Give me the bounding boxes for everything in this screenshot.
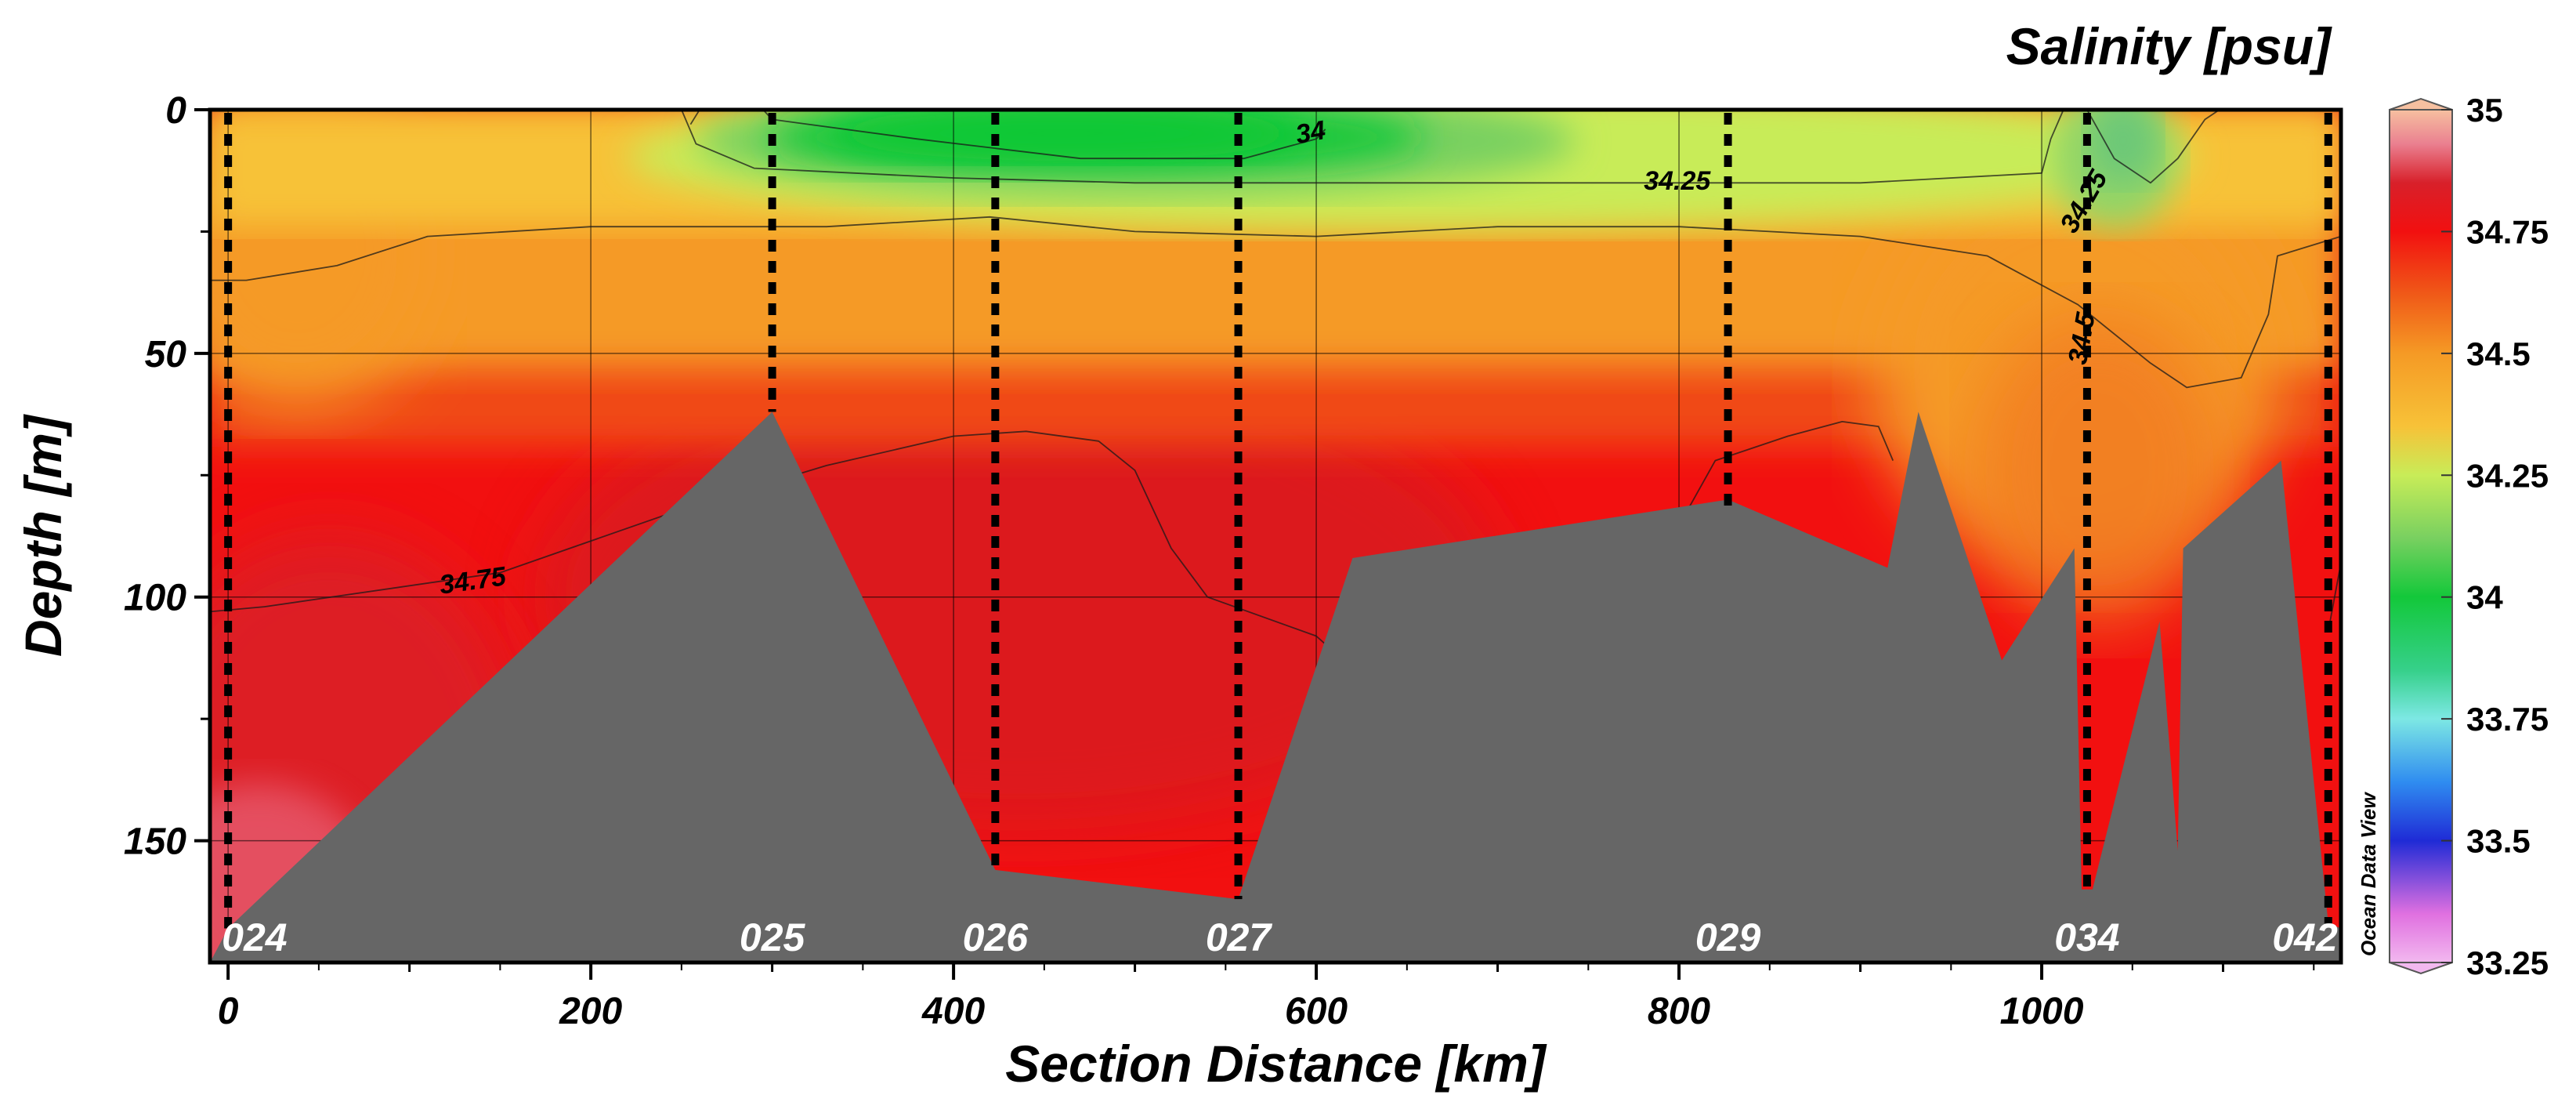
x-tick-label: 600 — [1285, 991, 1348, 1032]
colorbar: 33.25 33.5 33.75 34 34.25 34.5 34.75 35 — [2389, 92, 2549, 981]
colorbar-gradient — [2389, 109, 2453, 963]
y-tick-label: 0 — [165, 90, 186, 132]
station-label-025: 025 — [740, 915, 806, 959]
bathymetry — [210, 411, 2341, 963]
contour-34.75 — [209, 430, 1333, 651]
x-axis: 0 200 400 600 800 1000 — [218, 963, 2315, 1032]
y-axis-label: Depth [m] — [14, 414, 72, 657]
contour-34.25 — [2086, 109, 2220, 184]
colorbar-tick-label: 33.5 — [2466, 823, 2531, 860]
contour-label: 34.25 — [1644, 166, 1711, 196]
x-tick-label: 200 — [559, 991, 622, 1032]
x-tick-label: 1000 — [2000, 991, 2084, 1032]
colorbar-bottom-cap — [2389, 962, 2453, 975]
colorbar-tick-label: 33.25 — [2466, 944, 2549, 981]
station-label-024: 024 — [222, 915, 287, 959]
station-label-034: 034 — [2054, 915, 2119, 959]
station-label-029: 029 — [1695, 915, 1761, 959]
plot-frame — [208, 107, 2343, 965]
x-axis-label: Section Distance [km] — [1005, 1035, 1547, 1093]
contour-34.25 — [681, 109, 2064, 184]
station-labels: 024 025 026 027 029 034 042 — [222, 915, 2338, 959]
station-casts — [224, 113, 2332, 929]
colorbar-top-cap — [2389, 97, 2453, 111]
salinity-field — [210, 110, 2341, 963]
x-tick-label: 400 — [921, 991, 985, 1032]
y-tick-label: 150 — [124, 821, 186, 863]
x-tick-label: 0 — [218, 991, 239, 1032]
contour-34.5 — [210, 216, 2342, 389]
contour-label: 34 — [1293, 115, 1328, 150]
y-axis: 0 50 100 150 — [124, 90, 210, 863]
y-tick-label: 50 — [145, 334, 187, 375]
colorbar-tick-label: 35 — [2466, 92, 2503, 129]
colorbar-tick-label: 34 — [2466, 579, 2503, 616]
watermark: Ocean Data View — [2357, 792, 2380, 956]
colorbar-tick-label: 33.75 — [2466, 701, 2549, 738]
seafloor — [210, 411, 2341, 963]
chart-title: Salinity [psu] — [2006, 17, 2332, 75]
colorbar-tick-label: 34.5 — [2466, 335, 2531, 372]
y-tick-label: 100 — [124, 578, 186, 619]
station-label-027: 027 — [1206, 915, 1273, 959]
station-label-026: 026 — [963, 915, 1029, 959]
x-tick-label: 800 — [1648, 991, 1710, 1032]
colorbar-tick-label: 34.75 — [2466, 213, 2549, 250]
station-label-042: 042 — [2272, 915, 2338, 959]
contour-34.75 — [2327, 563, 2342, 632]
contour-lines — [209, 109, 2342, 651]
colorbar-tick-label: 34.25 — [2466, 457, 2549, 494]
contour-34.75 — [1687, 421, 1894, 510]
